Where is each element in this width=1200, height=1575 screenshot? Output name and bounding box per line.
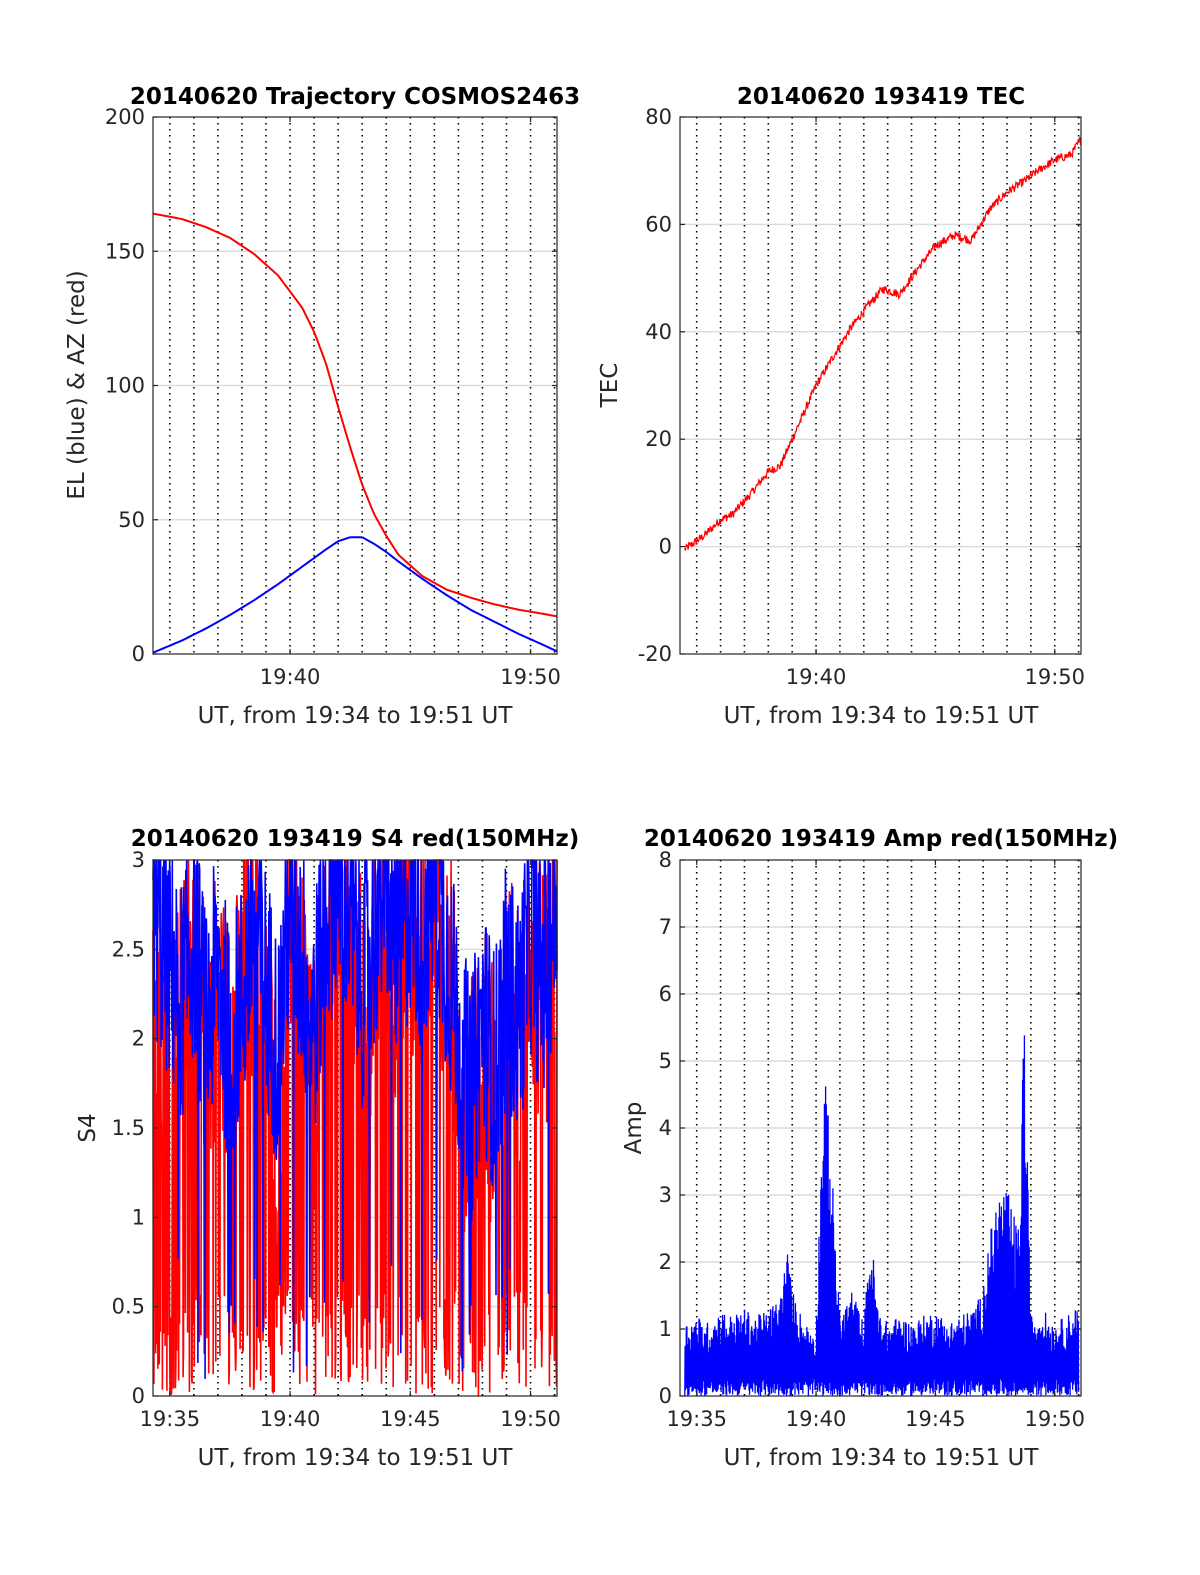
- chart-tec-axes-box: [679, 116, 1082, 655]
- x-tick-label: 19:50: [1024, 665, 1085, 689]
- chart-s4-xlabel: UT, from 19:34 to 19:51 UT: [198, 1445, 514, 1471]
- chart-s4-ylabel: S4: [75, 1113, 101, 1142]
- chart-amp: 0 1 2 3 4 5 6 7 8 19:35 19:40 19:45 19:50 20140620 1…: [621, 826, 1118, 1471]
- series-line: [152, 536, 558, 654]
- y-tick-label: 4: [659, 1116, 672, 1140]
- y-tick-label: 1: [132, 1205, 145, 1229]
- chart-tec-grid: [680, 117, 1081, 654]
- x-tick-label: 19:35: [140, 1407, 201, 1431]
- y-tick-label: 3: [132, 848, 145, 872]
- chart-tec-xlabel: UT, from 19:34 to 19:51 UT: [724, 703, 1040, 729]
- y-tick-label: 0: [132, 642, 145, 666]
- x-tick-label: 19:40: [786, 1407, 847, 1431]
- y-tick-label: 2.5: [112, 937, 145, 961]
- chart-tec-ylabel: TEC: [597, 363, 623, 409]
- y-tick-label: 0: [659, 1384, 672, 1408]
- chart-amp-series: [684, 1035, 1080, 1397]
- chart-s4-title: 20140620 193419 S4 red(150MHz): [131, 826, 580, 852]
- x-tick-label: 19:50: [500, 1407, 561, 1431]
- chart-amp-title: 20140620 193419 Amp red(150MHz): [644, 826, 1118, 852]
- x-tick-label: 19:40: [260, 665, 321, 689]
- y-tick-label: 80: [645, 105, 672, 129]
- y-tick-label: 200: [105, 105, 145, 129]
- y-tick-label: 5: [659, 1049, 672, 1073]
- y-tick-label: 40: [645, 320, 672, 344]
- chart-trajectory-xlabel: UT, from 19:34 to 19:51 UT: [198, 703, 514, 729]
- chart-s4-ticks: 0 0.5 1 1.5 2 2.5 3 19:35 19:40 19:45 19:50: [112, 848, 561, 1431]
- y-tick-label: 0: [132, 1384, 145, 1408]
- chart-tec-series: [684, 136, 1082, 551]
- chart-tec: -20 0 20 40 60 80 19:40 19:50 20140620 193419 T…: [597, 84, 1085, 729]
- chart-trajectory: 0 50 100 150 200 19:40 19:50 20140620 Trajecto…: [64, 84, 580, 729]
- y-tick-label: 1: [659, 1317, 672, 1341]
- chart-amp-ticks: 0 1 2 3 4 5 6 7 8 19:35 19:40 19:45 19:50: [659, 848, 1085, 1431]
- y-tick-label: 0.5: [112, 1295, 145, 1319]
- chart-s4-series: [152, 859, 558, 1396]
- chart-tec-title: 20140620 193419 TEC: [737, 84, 1025, 110]
- x-tick-label: 19:40: [786, 665, 847, 689]
- y-tick-label: 20: [645, 427, 672, 451]
- y-tick-label: 0: [659, 535, 672, 559]
- series-line: [152, 859, 558, 1379]
- series-line: [684, 1035, 1080, 1397]
- y-tick-label: 100: [105, 374, 145, 398]
- y-tick-label: 1.5: [112, 1116, 145, 1140]
- y-tick-label: 2: [659, 1250, 672, 1274]
- y-tick-label: 6: [659, 982, 672, 1006]
- chart-amp-xlabel: UT, from 19:34 to 19:51 UT: [724, 1445, 1040, 1471]
- x-tick-label: 19:45: [380, 1407, 441, 1431]
- x-tick-label: 19:35: [666, 1407, 727, 1431]
- x-tick-label: 19:50: [500, 665, 561, 689]
- y-tick-label: 50: [118, 508, 145, 532]
- y-tick-label: 8: [659, 848, 672, 872]
- x-tick-label: 19:40: [260, 1407, 321, 1431]
- y-tick-label: 3: [659, 1183, 672, 1207]
- y-tick-label: 60: [645, 212, 672, 236]
- x-tick-label: 19:45: [905, 1407, 966, 1431]
- chart-amp-ylabel: Amp: [621, 1102, 647, 1155]
- chart-trajectory-series: [152, 212, 558, 654]
- chart-trajectory-grid: [153, 117, 557, 654]
- chart-s4: 0 0.5 1 1.5 2 2.5 3 19:35 19:40 19:45 19:50 201406…: [75, 826, 579, 1471]
- series-line: [152, 212, 558, 618]
- x-tick-label: 19:50: [1024, 1407, 1085, 1431]
- y-tick-label: 2: [132, 1027, 145, 1051]
- y-tick-label: 150: [105, 239, 145, 263]
- chart-trajectory-ylabel: EL (blue) & AZ (red): [64, 270, 90, 499]
- y-tick-label: 7: [659, 915, 672, 939]
- chart-trajectory-title: 20140620 Trajectory COSMOS2463: [130, 84, 580, 110]
- chart-tec-ticks: -20 0 20 40 60 80 19:40 19:50: [638, 105, 1085, 689]
- series-line: [684, 136, 1082, 551]
- chart-trajectory-ticks: 0 50 100 150 200 19:40 19:50: [105, 105, 561, 689]
- y-tick-label: -20: [638, 642, 672, 666]
